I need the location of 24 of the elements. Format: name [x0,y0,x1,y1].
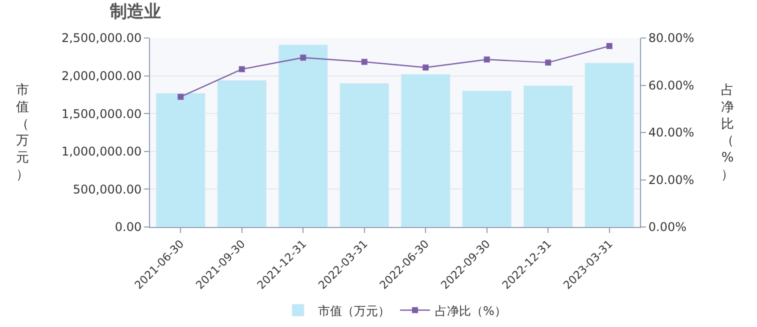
point [422,64,429,71]
y2-tick-label: 80.00% [648,31,694,46]
y-tick-label: 2,000,000.00 [61,69,142,83]
point [300,54,306,61]
y2-axis-title: 占净比（%） [721,83,734,182]
y-tick-label: 1,000,000.00 [61,144,142,159]
point [545,60,552,66]
y2-tick-label: 20.00% [648,172,694,187]
y-tick-label: 1,500,000.00 [61,106,142,121]
point [178,94,184,100]
y2-tick-label: 40.00% [648,126,694,140]
point [361,58,368,65]
y-tick-label: 0.00 [114,220,142,234]
point [484,56,490,62]
point [606,43,612,50]
y2-tick-label: 0.00% [648,220,687,234]
legend-label: 占净比（%） [435,304,506,318]
y2-tick-label: 60.00% [648,78,694,92]
y-tick-label: 500,000.00 [72,182,142,196]
chart-title: 制造业 [108,2,161,22]
point [238,66,245,72]
legend-label: 市值（万元） [318,304,390,318]
y-tick-label: 2,500,000.00 [61,31,142,46]
y-axis-title: 市值（万元） [16,83,29,182]
